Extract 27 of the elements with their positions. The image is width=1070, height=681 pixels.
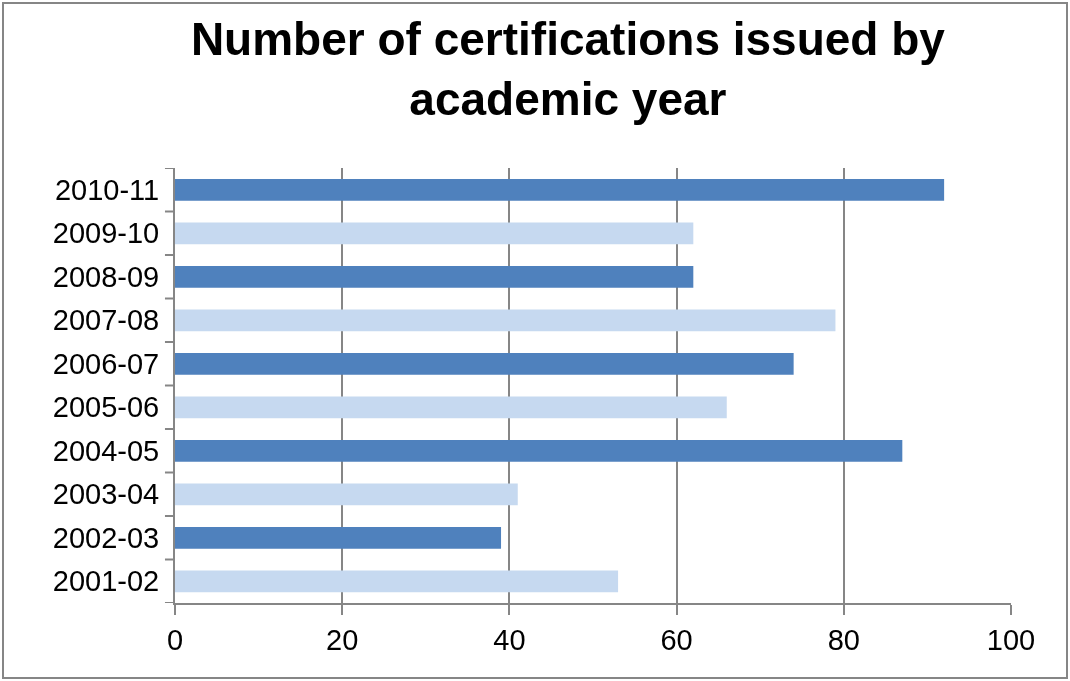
bar bbox=[175, 396, 727, 419]
bar bbox=[175, 352, 794, 375]
x-tick-label: 100 bbox=[986, 623, 1036, 656]
x-tick-label: 80 bbox=[827, 623, 860, 656]
bar bbox=[175, 483, 518, 506]
x-tick-label: 40 bbox=[493, 623, 526, 656]
x-tick-label: 0 bbox=[166, 623, 184, 656]
bar bbox=[175, 309, 836, 332]
bar bbox=[175, 570, 619, 593]
y-tick-label: 2010-11 bbox=[54, 173, 160, 206]
y-tick-label: 2003-04 bbox=[52, 478, 160, 511]
y-tick-label: 2006-07 bbox=[52, 347, 160, 380]
bar bbox=[175, 265, 694, 288]
y-tick-label: 2007-08 bbox=[52, 304, 160, 337]
y-tick-label: 2008-09 bbox=[52, 260, 160, 293]
x-tick-label: 20 bbox=[326, 623, 359, 656]
bar bbox=[175, 178, 945, 201]
y-tick-label: 2001-02 bbox=[52, 565, 160, 598]
y-tick-label: 2002-03 bbox=[52, 521, 160, 554]
bar bbox=[175, 526, 502, 549]
chart-title: Number of certifications issued by academic year bbox=[190, 13, 946, 125]
x-tick-label: 60 bbox=[660, 623, 693, 656]
y-tick-label: 2004-05 bbox=[52, 434, 160, 467]
y-tick-label: 2009-10 bbox=[52, 217, 160, 250]
bar bbox=[175, 222, 694, 245]
y-tick-label: 2005-06 bbox=[52, 391, 160, 424]
bar bbox=[175, 439, 903, 462]
